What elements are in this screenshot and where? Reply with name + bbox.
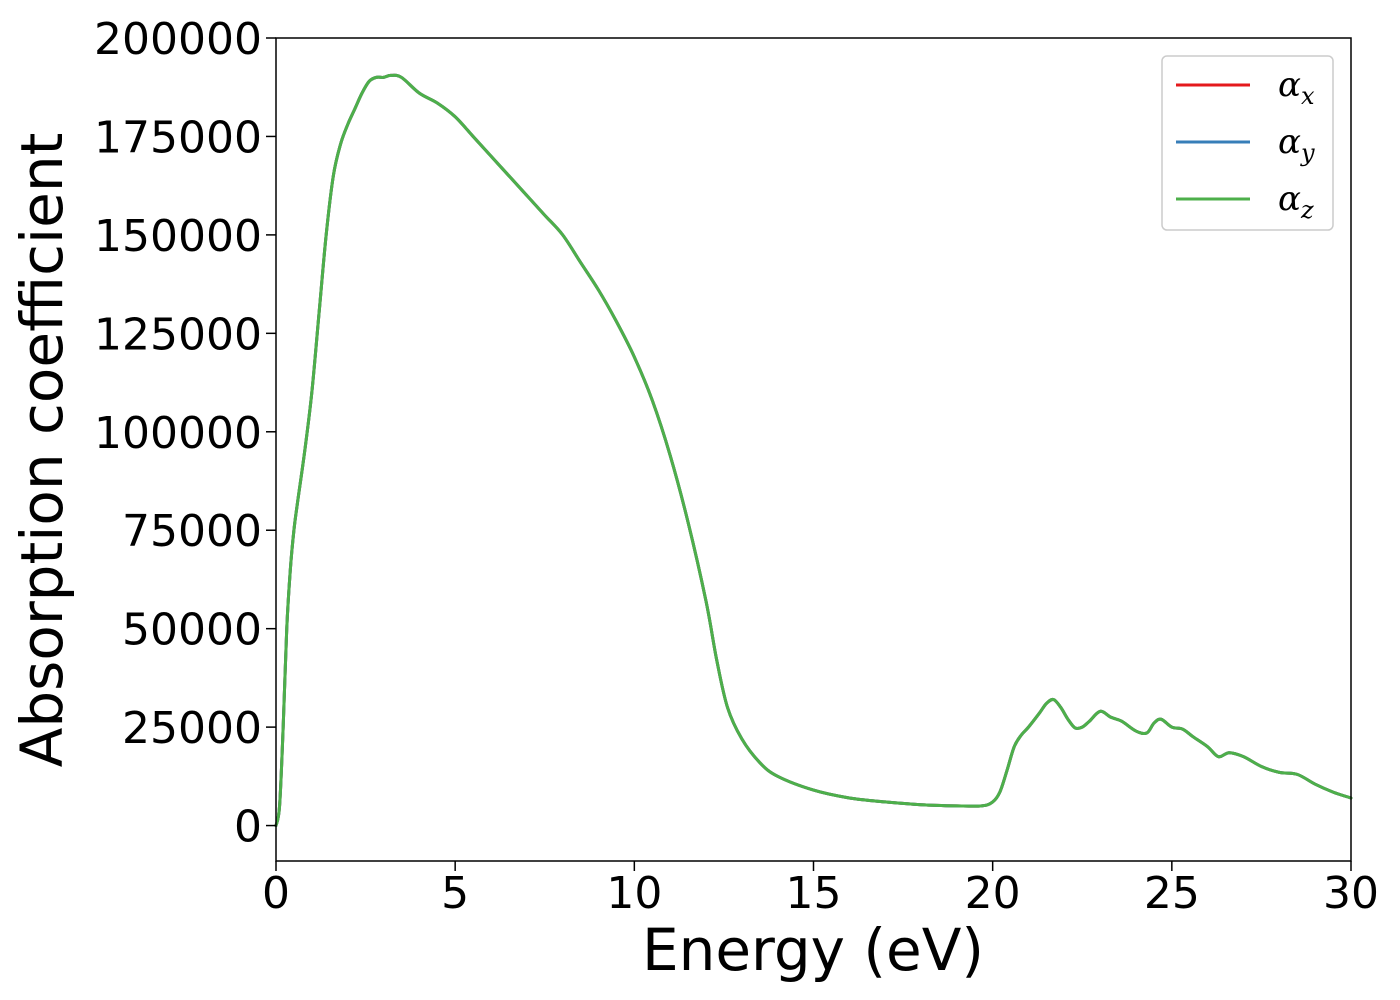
x-axis: 0 5 10 15 20 25 30 bbox=[262, 861, 1379, 919]
y-tick-label: 150000 bbox=[94, 211, 262, 262]
x-tick-label: 25 bbox=[1144, 868, 1200, 919]
y-tick-label: 0 bbox=[234, 802, 262, 853]
y-tick-label: 50000 bbox=[122, 605, 262, 656]
y-tick-label: 75000 bbox=[122, 506, 262, 557]
x-tick-label: 0 bbox=[262, 868, 290, 919]
series-layer bbox=[274, 73, 1353, 828]
legend-label-y: αy bbox=[1278, 122, 1315, 167]
y-tick-label: 125000 bbox=[94, 309, 262, 360]
y-tick-label: 100000 bbox=[94, 408, 262, 459]
x-axis-title: Energy (eV) bbox=[642, 916, 984, 984]
legend-label-x: αx bbox=[1278, 65, 1315, 110]
legend: αx αy αz bbox=[1161, 55, 1334, 231]
x-tick-label: 15 bbox=[786, 868, 842, 919]
x-tick-label: 5 bbox=[441, 868, 469, 919]
x-tick-label: 30 bbox=[1323, 868, 1379, 919]
x-tick-label: 10 bbox=[606, 868, 662, 919]
y-axis: 0 25000 50000 75000 100000 125000 150000 175000… bbox=[94, 14, 276, 853]
series-line-z bbox=[274, 73, 1353, 828]
legend-label-z: αz bbox=[1278, 179, 1314, 224]
x-tick-label: 20 bbox=[965, 868, 1021, 919]
y-axis-title: Absorption coefficient bbox=[8, 133, 76, 768]
y-tick-label: 175000 bbox=[94, 112, 262, 163]
y-tick-label: 200000 bbox=[94, 14, 262, 65]
y-tick-label: 25000 bbox=[122, 703, 262, 754]
